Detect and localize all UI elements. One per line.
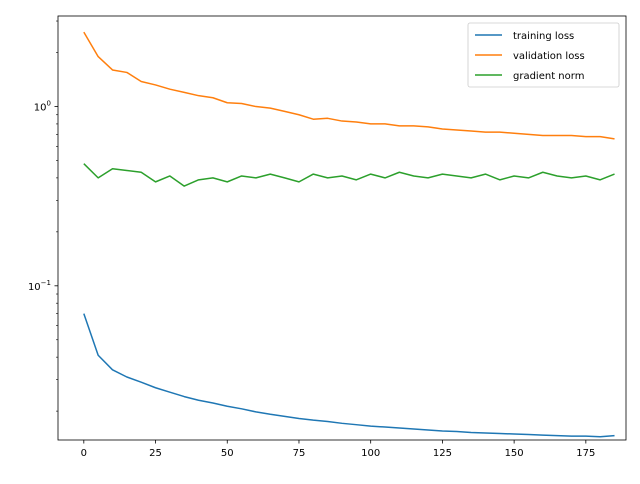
y-tick-label: 100 bbox=[34, 100, 51, 114]
y-axis: 10−1 100 bbox=[28, 20, 58, 412]
x-tick-label: 125 bbox=[433, 448, 452, 459]
x-tick-label: 50 bbox=[221, 448, 234, 459]
legend-label: gradient norm bbox=[513, 71, 584, 82]
x-axis: 0 25 50 75 100 125 150 175 bbox=[81, 440, 595, 459]
series-line-gradient-norm bbox=[83, 163, 615, 187]
y-tick-label: 10−1 bbox=[28, 279, 51, 293]
x-tick-label: 25 bbox=[149, 448, 162, 459]
series-layer bbox=[83, 31, 615, 438]
x-tick-label: 175 bbox=[576, 448, 595, 459]
series-line-validation-loss bbox=[83, 31, 615, 140]
legend: training loss validation loss gradient nor… bbox=[467, 22, 620, 88]
legend-label: training loss bbox=[513, 31, 574, 42]
x-tick-label: 0 bbox=[81, 448, 87, 459]
legend-label: validation loss bbox=[513, 51, 585, 62]
series-line-training-loss bbox=[83, 313, 615, 438]
legend-box bbox=[467, 22, 620, 88]
x-tick-label: 100 bbox=[361, 448, 380, 459]
x-tick-label: 75 bbox=[293, 448, 306, 459]
x-tick-label: 150 bbox=[505, 448, 524, 459]
axes-frame bbox=[57, 15, 627, 441]
